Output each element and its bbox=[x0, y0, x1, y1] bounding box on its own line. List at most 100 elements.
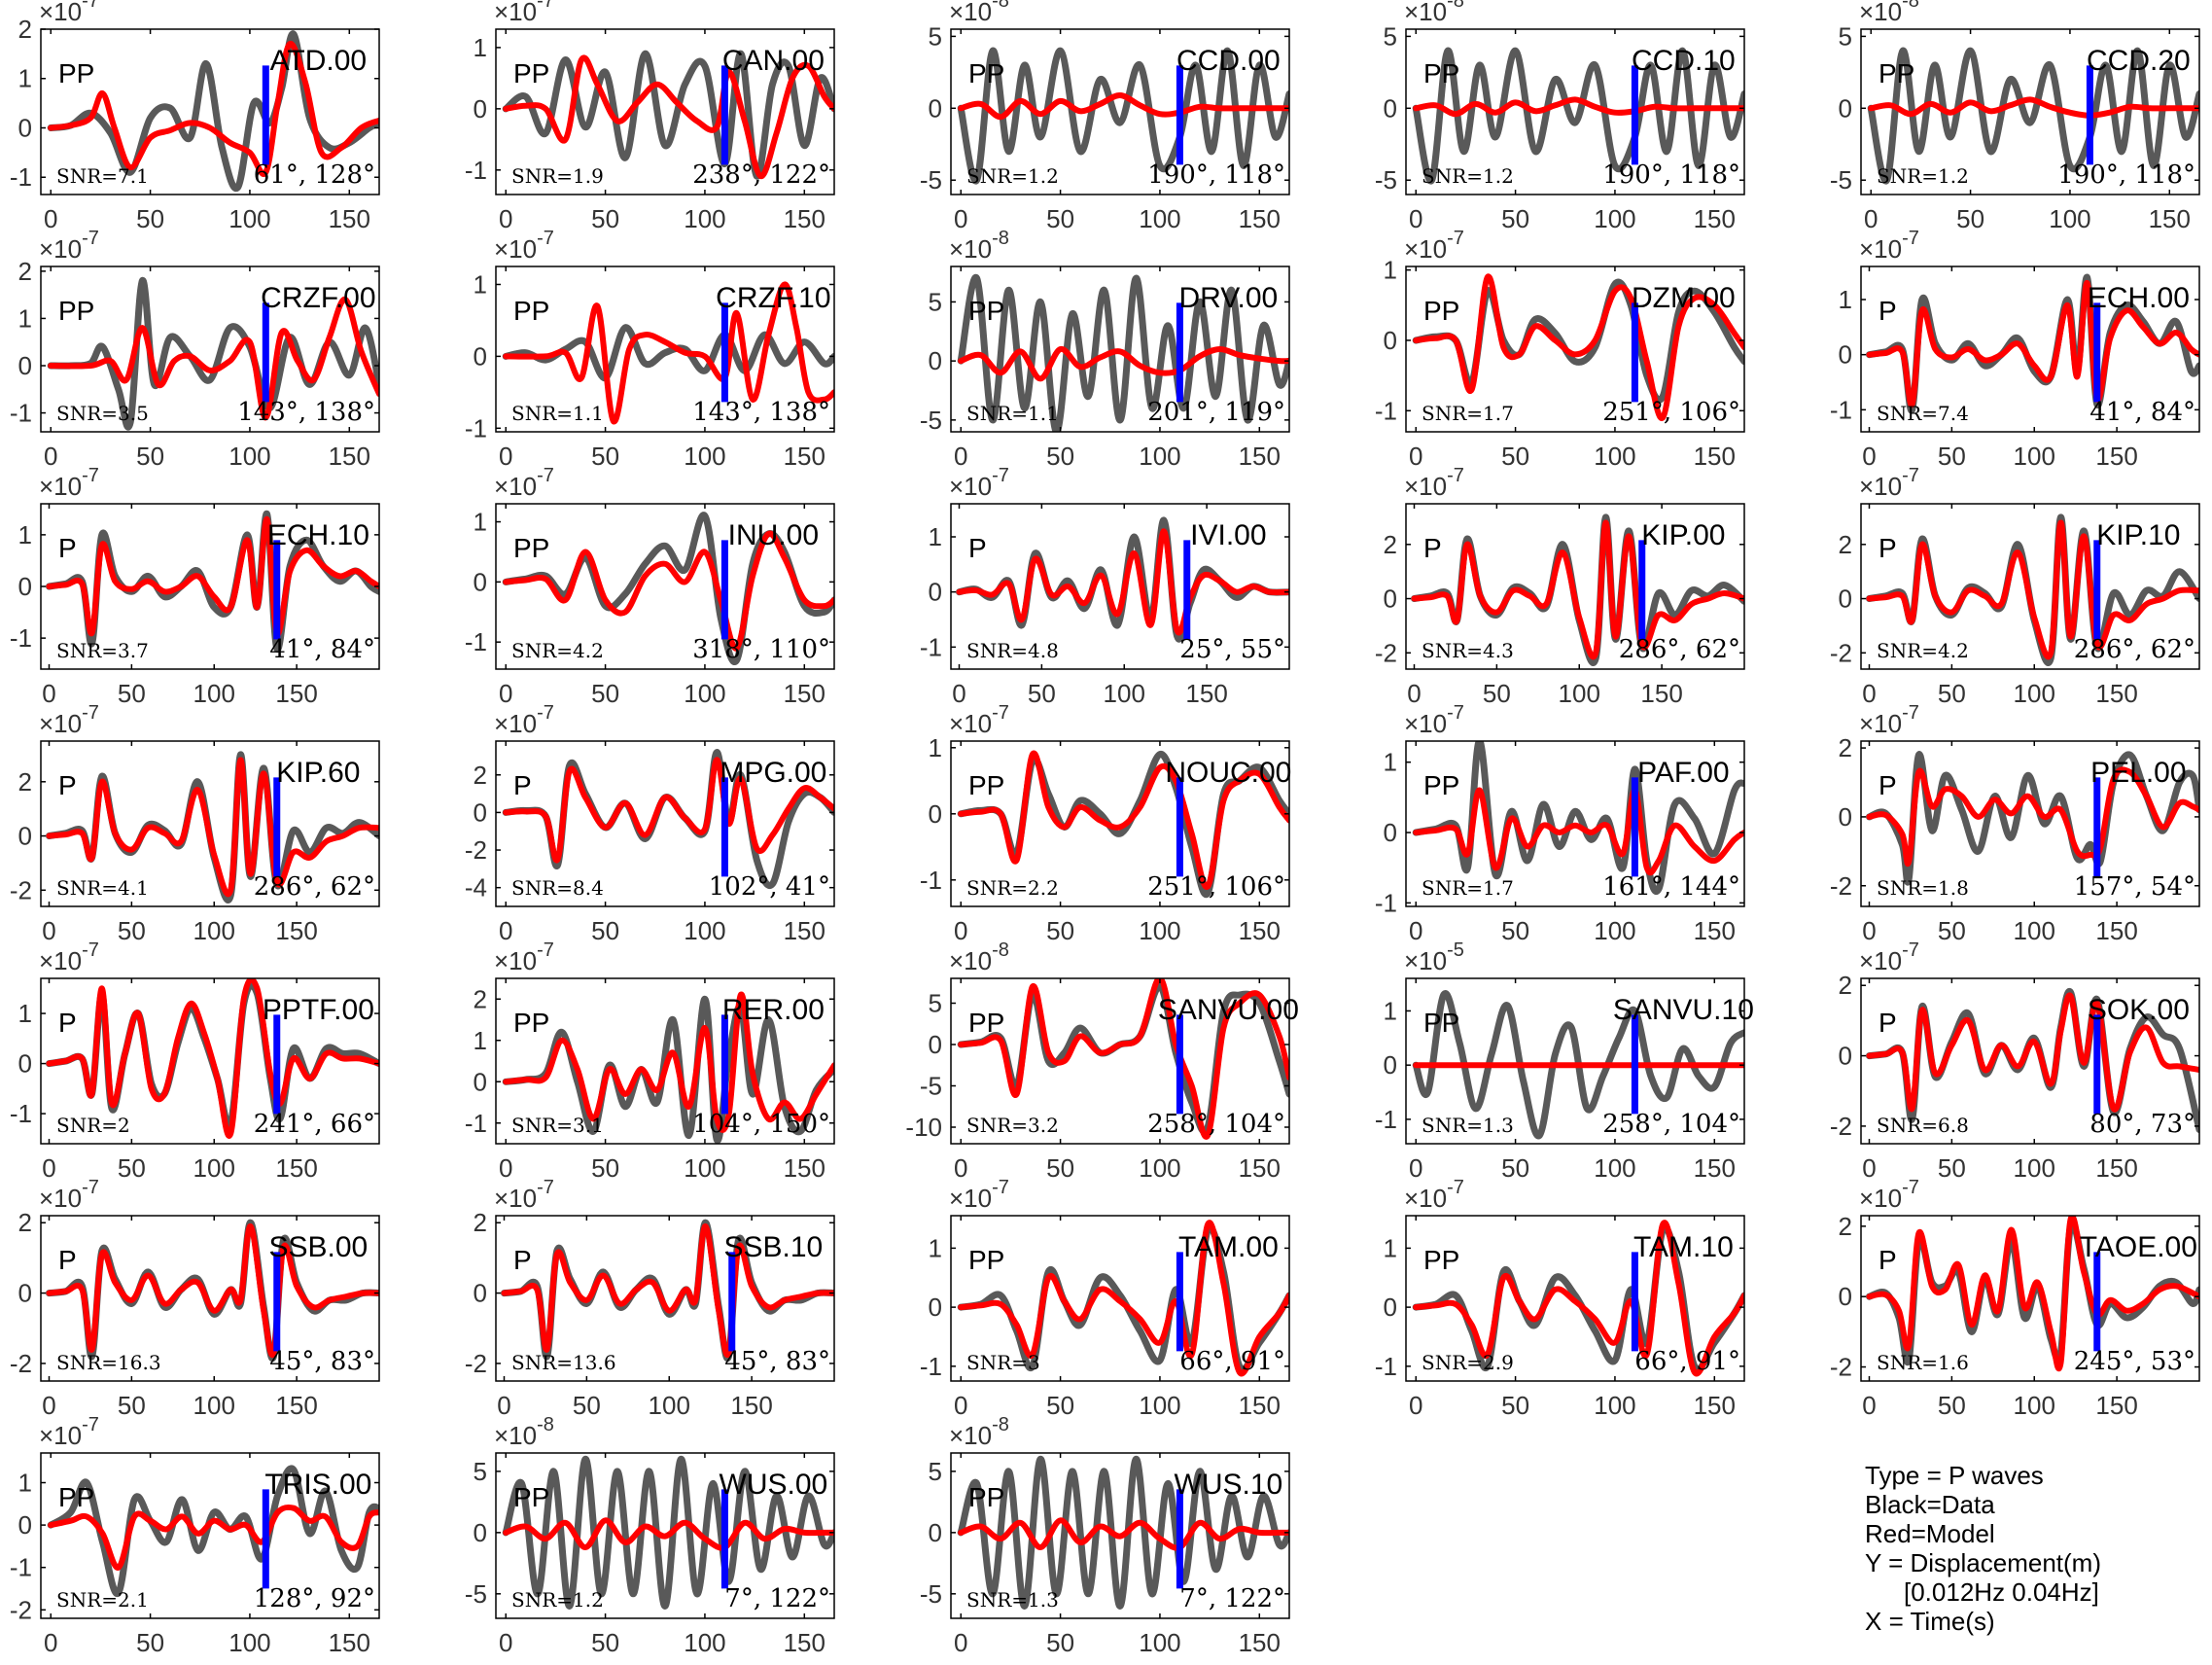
y-tick-label: 0 bbox=[18, 1279, 32, 1308]
y-tick-label: 5 bbox=[929, 287, 942, 316]
model-trace bbox=[958, 978, 1289, 1140]
x-tick-label: 100 bbox=[2014, 1391, 2055, 1420]
snr-label: SNR=3 bbox=[966, 1351, 1040, 1374]
y-tick-label: -1 bbox=[10, 1099, 32, 1128]
model-trace bbox=[46, 515, 379, 637]
snr-label: SNR=8.4 bbox=[511, 876, 604, 900]
x-tick-label: 100 bbox=[193, 916, 235, 945]
model-trace bbox=[1866, 279, 2199, 408]
axes-box bbox=[40, 977, 380, 1145]
x-tick-label: 50 bbox=[591, 442, 619, 471]
phase-label: PP bbox=[513, 58, 549, 89]
x-tick-label: 50 bbox=[136, 442, 164, 471]
station-panel: -1 0 1 0 50 100 150 ×10-7 PP NOUC.00 SNR=2.2 251°, … bbox=[920, 702, 1292, 945]
model-trace bbox=[956, 528, 1289, 636]
phase-label: PP bbox=[513, 296, 549, 326]
y-tick-label: -5 bbox=[920, 1579, 942, 1609]
model-trace bbox=[1413, 273, 1744, 421]
model-trace bbox=[958, 750, 1289, 890]
y-tick-label: 2 bbox=[1839, 733, 1852, 762]
x-tick-label: 100 bbox=[684, 916, 725, 945]
x-tick-label: 50 bbox=[1046, 442, 1074, 471]
station-panel: -1 0 1 0 50 100 150 ×10-7 P IVI.00 SNR=4.8 25°, 55° bbox=[920, 465, 1290, 708]
x-tick-label: 0 bbox=[499, 1153, 512, 1183]
station-panel: -2 0 2 0 50 100 150 ×10-7 P SSB.10 SNR=13.6 45°, 83… bbox=[465, 1177, 835, 1420]
y-axis-multiplier: ×10-7 bbox=[1859, 702, 1919, 738]
x-tick-label: 150 bbox=[2095, 1153, 2137, 1183]
x-tick-label: 50 bbox=[1483, 679, 1511, 708]
azimuth-distance-label: 45°, 83° bbox=[269, 1347, 375, 1376]
station-name: IVI.00 bbox=[1190, 519, 1266, 551]
x-tick-label: 50 bbox=[118, 679, 146, 708]
phase-label: PP bbox=[1423, 770, 1459, 800]
station-name: WUS.00 bbox=[720, 1469, 828, 1501]
axes-box bbox=[40, 740, 380, 907]
y-tick-label: 5 bbox=[1839, 21, 1852, 51]
axes-box bbox=[950, 977, 1290, 1145]
y-tick-label: -1 bbox=[1375, 1105, 1397, 1134]
station-name: CRZF.00 bbox=[261, 282, 375, 314]
y-tick-label: 0 bbox=[1384, 585, 1397, 614]
azimuth-distance-label: 245°, 53° bbox=[2074, 1347, 2195, 1376]
station-panel: -1 0 1 0 50 100 150 ×10-7 PP DZM.00 SNR=1.7 251°, 1… bbox=[1375, 228, 1745, 471]
y-tick-label: 1 bbox=[1384, 1233, 1397, 1262]
y-tick-label: -2 bbox=[10, 1349, 32, 1378]
y-tick-label: -1 bbox=[1375, 1352, 1397, 1381]
model-trace bbox=[1413, 96, 1744, 118]
snr-label: SNR=1.1 bbox=[511, 402, 604, 425]
y-tick-label: 0 bbox=[18, 351, 32, 380]
axes-box bbox=[40, 1452, 380, 1619]
y-tick-label: 1 bbox=[18, 520, 32, 549]
phase-label: PP bbox=[968, 1482, 1004, 1512]
y-tick-label: 0 bbox=[474, 1067, 487, 1096]
azimuth-distance-label: 7°, 122° bbox=[724, 1584, 830, 1613]
x-tick-label: 150 bbox=[275, 679, 317, 708]
x-tick-label: 150 bbox=[1694, 442, 1736, 471]
azimuth-distance-label: 102°, 41° bbox=[709, 872, 830, 902]
x-tick-label: 100 bbox=[228, 442, 270, 471]
y-tick-label: -1 bbox=[920, 1352, 942, 1381]
snr-label: SNR=3.1 bbox=[511, 1114, 604, 1137]
x-tick-label: 100 bbox=[1139, 1153, 1180, 1183]
phase-label: P bbox=[1878, 533, 1897, 563]
phase-label: PP bbox=[968, 296, 1004, 326]
model-trace bbox=[1866, 992, 2199, 1113]
x-tick-label: 100 bbox=[684, 204, 725, 233]
azimuth-distance-label: 128°, 92° bbox=[254, 1584, 375, 1613]
y-tick-label: 0 bbox=[18, 822, 32, 851]
y-tick-label: 0 bbox=[929, 1030, 942, 1059]
y-tick-label: 2 bbox=[1839, 1212, 1852, 1241]
y-tick-label: 2 bbox=[474, 761, 487, 790]
y-axis-multiplier: ×10-8 bbox=[949, 939, 1009, 975]
station-name: SSB.10 bbox=[723, 1231, 823, 1263]
y-tick-label: 0 bbox=[474, 1518, 487, 1547]
y-tick-label: -2 bbox=[10, 1595, 32, 1624]
x-tick-label: 50 bbox=[1938, 679, 1966, 708]
x-tick-label: 0 bbox=[1864, 204, 1878, 233]
station-name: NOUC.00 bbox=[1165, 757, 1291, 789]
station-name: KIP.10 bbox=[2096, 519, 2180, 551]
phase-label: PP bbox=[968, 1008, 1004, 1038]
phase-label: PP bbox=[968, 1245, 1004, 1275]
x-tick-label: 50 bbox=[591, 1628, 619, 1657]
axes-box bbox=[495, 266, 835, 433]
x-tick-label: 50 bbox=[1501, 1391, 1529, 1420]
y-tick-label: 5 bbox=[929, 21, 942, 51]
axes-box bbox=[1405, 503, 1745, 670]
y-tick-label: 0 bbox=[1384, 326, 1397, 355]
x-tick-label: 100 bbox=[193, 1153, 235, 1183]
axes-box bbox=[495, 977, 835, 1145]
x-tick-label: 100 bbox=[2014, 442, 2055, 471]
y-tick-label: 1 bbox=[474, 33, 487, 62]
station-name: CRZF.10 bbox=[716, 282, 830, 314]
axes-box bbox=[950, 266, 1290, 433]
x-tick-label: 0 bbox=[1409, 442, 1422, 471]
data-trace bbox=[1412, 741, 1744, 895]
snr-label: SNR=1.2 bbox=[1877, 164, 1969, 188]
x-tick-label: 150 bbox=[784, 1153, 825, 1183]
y-tick-label: -2 bbox=[465, 1349, 487, 1378]
phase-label: P bbox=[513, 770, 532, 800]
azimuth-distance-label: 258°, 104° bbox=[1147, 1110, 1285, 1139]
